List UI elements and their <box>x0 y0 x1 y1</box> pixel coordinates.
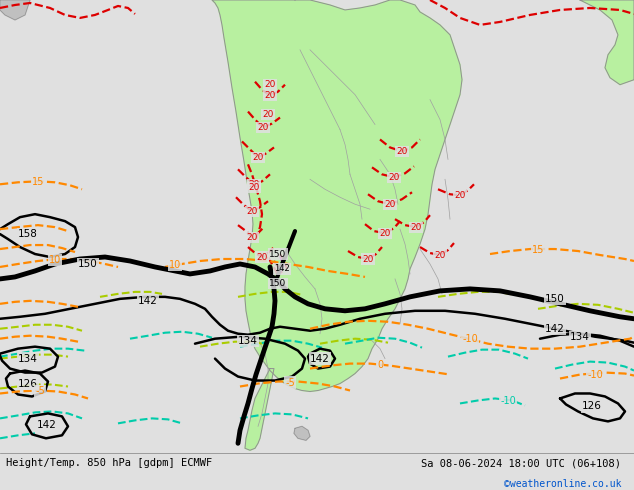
Text: 142: 142 <box>37 420 57 430</box>
Text: 20: 20 <box>249 183 260 192</box>
Polygon shape <box>212 0 462 392</box>
Text: 142: 142 <box>545 324 565 334</box>
Text: 126: 126 <box>18 378 38 389</box>
Text: 142: 142 <box>138 296 158 306</box>
Text: 20: 20 <box>257 123 269 132</box>
Text: 134: 134 <box>238 336 258 345</box>
Text: 20: 20 <box>379 229 391 238</box>
Text: 20: 20 <box>362 254 373 264</box>
Text: 20: 20 <box>247 207 257 216</box>
Text: 158: 158 <box>18 229 38 239</box>
Text: 20: 20 <box>396 147 408 156</box>
Polygon shape <box>294 426 310 441</box>
Text: 20: 20 <box>252 153 264 162</box>
Text: 150: 150 <box>269 279 287 289</box>
Text: Height/Temp. 850 hPa [gdpm] ECMWF: Height/Temp. 850 hPa [gdpm] ECMWF <box>6 458 212 468</box>
Text: 20: 20 <box>410 222 422 232</box>
Text: 20: 20 <box>262 110 274 119</box>
Text: 20: 20 <box>455 191 466 200</box>
Text: 134: 134 <box>18 354 38 364</box>
Text: ©weatheronline.co.uk: ©weatheronline.co.uk <box>504 479 621 489</box>
Text: 15: 15 <box>532 245 544 255</box>
Text: 134: 134 <box>570 332 590 342</box>
Polygon shape <box>580 0 634 85</box>
Text: -10: -10 <box>462 334 478 343</box>
Text: Sa 08-06-2024 18:00 UTC (06+108): Sa 08-06-2024 18:00 UTC (06+108) <box>422 458 621 468</box>
Text: 142: 142 <box>274 265 290 273</box>
Text: 20: 20 <box>434 250 446 260</box>
Text: -10: -10 <box>500 396 516 406</box>
Text: 15: 15 <box>32 177 44 187</box>
Polygon shape <box>0 0 30 20</box>
Text: 20: 20 <box>384 200 396 209</box>
Polygon shape <box>245 368 274 450</box>
Text: 150: 150 <box>78 259 98 269</box>
Text: -10: -10 <box>587 369 603 380</box>
Text: 126: 126 <box>582 401 602 412</box>
Text: 20: 20 <box>264 80 276 89</box>
Text: 150: 150 <box>269 249 287 259</box>
Text: -5: -5 <box>285 377 295 388</box>
Text: 20: 20 <box>256 252 268 262</box>
Text: 20: 20 <box>264 91 276 100</box>
Text: 142: 142 <box>310 354 330 364</box>
Text: 20: 20 <box>388 173 399 182</box>
Text: 150: 150 <box>545 294 565 304</box>
Text: 0: 0 <box>377 360 383 369</box>
Text: 10: 10 <box>49 255 61 265</box>
Text: 20: 20 <box>247 233 257 242</box>
Text: 10: 10 <box>169 260 181 270</box>
Text: -5: -5 <box>35 387 45 396</box>
Text: 20: 20 <box>249 180 260 189</box>
